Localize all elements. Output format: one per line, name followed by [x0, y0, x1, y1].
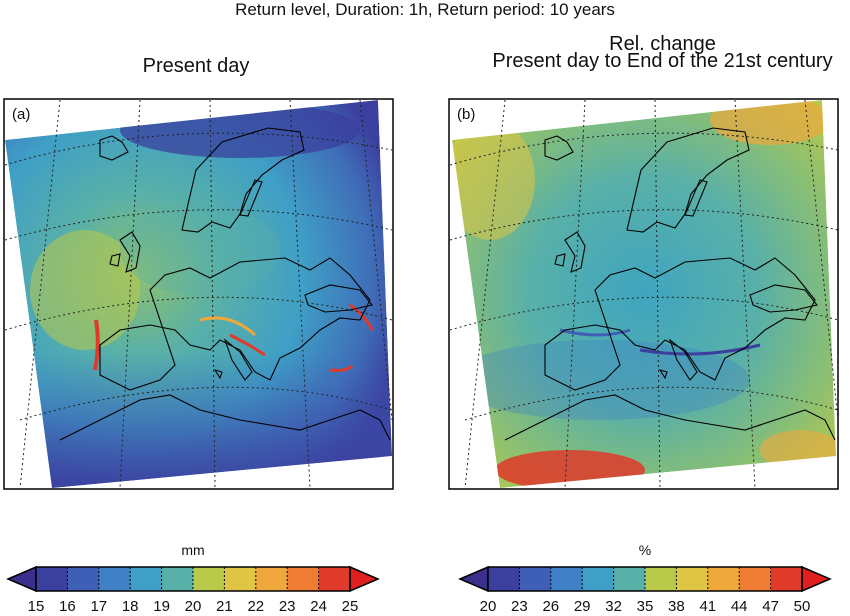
colorbar-a-segment: [224, 567, 257, 591]
colorbar-b-tick-label: 29: [574, 598, 591, 615]
colorbar-a-tick-label: 18: [122, 598, 139, 615]
colorbar-b-segment: [645, 567, 677, 591]
figure-title: Return level, Duration: 1h, Return perio…: [235, 0, 615, 19]
colorbar-b-tick-label: 47: [762, 598, 779, 615]
colorbar-a-tick-label: 20: [185, 598, 202, 615]
colorbar-b: 20 23 26 29 32 35 38 41 44 47 50%: [458, 542, 832, 615]
colorbar-b-tick-label: 41: [699, 598, 716, 615]
panel-a-graticule: [4, 99, 393, 489]
panel-a: (a): [3, 98, 394, 490]
colorbar-a-over-triangle: [349, 565, 380, 593]
colorbar-a-tick-label: 22: [247, 598, 264, 615]
colorbar-a-tick-label: 25: [342, 598, 359, 615]
colorbar-b-segment: [707, 567, 740, 591]
colorbar-b-over-triangle: [801, 565, 832, 593]
colorbar-b-segment: [739, 567, 772, 591]
colorbar-a-segment: [130, 567, 163, 591]
colorbar-a-segment: [67, 567, 100, 591]
colorbar-b-segment: [550, 567, 583, 591]
colorbar-b-under-triangle: [458, 565, 489, 593]
panel-a-field: [5, 100, 392, 488]
colorbar-a-tick-label: 16: [59, 598, 76, 615]
colorbar-b-tick-label: 44: [731, 598, 748, 615]
panel-b-title-line2: Present day to End of the 21st century: [492, 50, 833, 72]
colorbar-b-segment: [676, 567, 709, 591]
colorbar-b-tick-label: 26: [542, 598, 559, 615]
colorbar-b-tick-label: 23: [511, 598, 528, 615]
colorbar-b-segment: [582, 567, 615, 591]
colorbar-a-tick-label: 15: [28, 598, 45, 615]
panel-b-label: (b): [457, 106, 475, 123]
panel-a-coastlines: [59, 127, 391, 441]
colorbar-a: 15 16 17 18 19 20 21 22 23 24 25 mm: [6, 542, 380, 615]
colorbar-a-tick-label: 23: [279, 598, 296, 615]
panel-a-label: (a): [12, 106, 30, 123]
panel-b-field: [452, 100, 836, 488]
colorbar-a-unit: mm: [181, 542, 204, 558]
colorbar-b-tick-label: 20: [480, 598, 497, 615]
colorbar-b-segment: [488, 567, 520, 591]
colorbar-b-segment: [519, 567, 552, 591]
colorbar-b-unit: %: [639, 542, 651, 558]
colorbar-a-segment: [318, 567, 351, 591]
colorbar-a-segment: [255, 567, 288, 591]
colorbar-a-under-triangle: [6, 565, 37, 593]
panel-b-coastlines: [504, 127, 836, 441]
colorbar-a-tick-label: 24: [310, 598, 327, 615]
panel-b-graticule: [449, 99, 839, 489]
panel-a-title: Present day: [142, 55, 250, 77]
colorbar-a-segment: [193, 567, 225, 591]
colorbar-a-segment: [161, 567, 194, 591]
colorbar-a-tick-label: 17: [90, 598, 107, 615]
colorbar-b-tick-label: 50: [794, 598, 811, 615]
panel-b-title-line1: Rel. change: [609, 33, 716, 55]
colorbar-b-tick-label: 35: [637, 598, 654, 615]
colorbar-b-segment: [613, 567, 646, 591]
colorbar-a-segment: [36, 567, 68, 591]
colorbar-a-tick-label: 21: [216, 598, 233, 615]
colorbar-a-tick-label: 19: [153, 598, 170, 615]
colorbar-a-segment: [287, 567, 320, 591]
panel-b: (b): [448, 98, 839, 490]
colorbar-b-tick-label: 32: [605, 598, 622, 615]
colorbar-a-segment: [98, 567, 131, 591]
colorbar-b-tick-label: 38: [668, 598, 685, 615]
colorbar-b-segment: [770, 567, 803, 591]
